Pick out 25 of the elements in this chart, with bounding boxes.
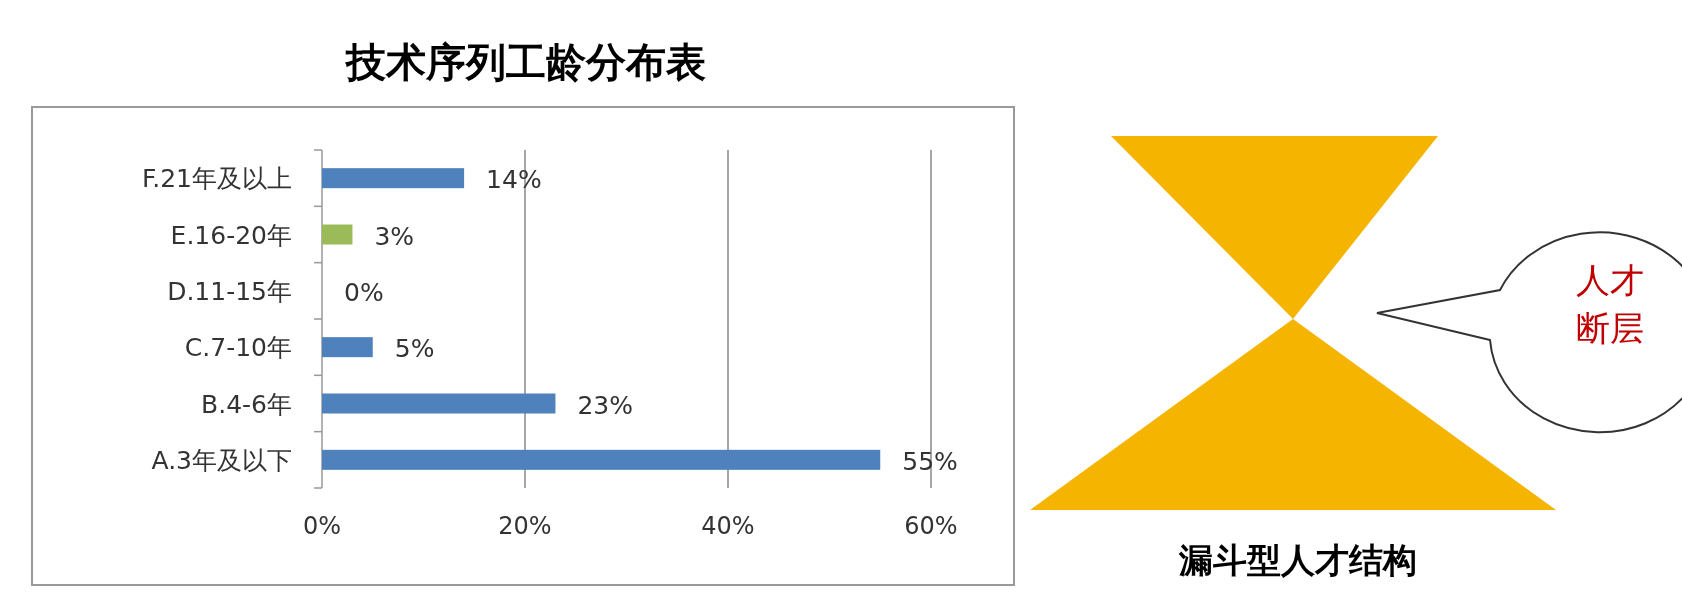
x-tick-label: 20%	[498, 512, 552, 540]
data-label: 5%	[394, 334, 435, 364]
data-label: 55%	[902, 446, 958, 476]
y-tick-label: D.11-15年	[167, 276, 292, 306]
x-tick-label: 40%	[701, 512, 755, 540]
data-label: 3%	[374, 221, 415, 251]
bar	[322, 449, 881, 470]
bar	[322, 168, 465, 189]
x-tick-label: 60%	[904, 512, 958, 540]
y-tick-label: A.3年及以下	[151, 445, 292, 475]
chart-title: 技术序列工龄分布表	[344, 39, 706, 85]
data-label: 14%	[486, 165, 542, 195]
text: 人才	[1576, 260, 1644, 300]
text: 断层	[1576, 308, 1644, 348]
y-tick-label: B.4-6年	[201, 389, 292, 419]
data-label: 0%	[344, 277, 384, 307]
text: 漏斗型人才结构	[1178, 540, 1417, 580]
x-tick-label: 0%	[302, 512, 342, 540]
bar	[322, 337, 373, 358]
bar	[322, 224, 353, 245]
y-tick-label: E.16-20年	[170, 220, 292, 250]
y-tick-label: F.21年及以上	[141, 164, 292, 194]
bar	[322, 393, 556, 414]
y-tick-label: C.7-10年	[184, 333, 292, 363]
data-label: 23%	[577, 390, 634, 420]
